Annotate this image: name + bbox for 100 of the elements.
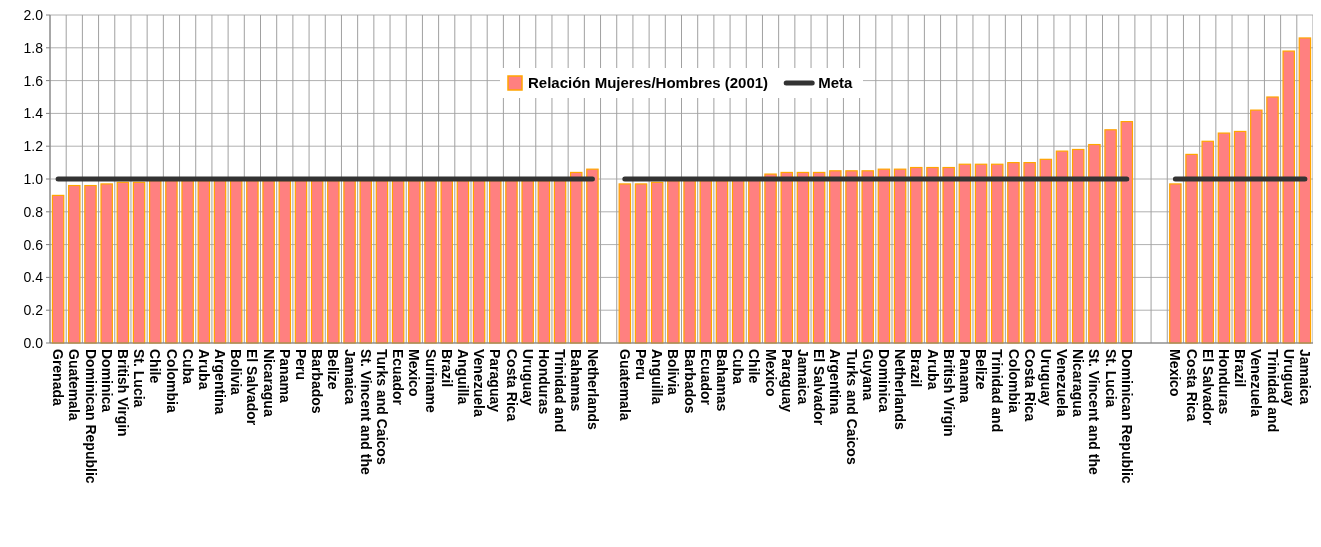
x-tick-label: Ecuador [697, 349, 714, 406]
x-tick-label: Cuba [730, 349, 747, 385]
bar [197, 180, 211, 344]
bar [699, 180, 713, 344]
x-tick-label: Honduras [535, 349, 552, 415]
bar [586, 168, 599, 344]
x-tick-label: Guatemala [616, 349, 633, 421]
x-tick-label: Aruba [924, 349, 941, 390]
bar [910, 166, 923, 344]
legend-label: Meta [818, 74, 854, 92]
bar [634, 183, 648, 344]
bar [569, 171, 583, 344]
y-tick-label: 0.0 [23, 334, 44, 351]
bar [521, 180, 534, 344]
bar [51, 194, 65, 344]
bar [618, 183, 632, 344]
bar [942, 166, 955, 344]
x-tick-label: Dominica [876, 349, 892, 413]
bar [958, 163, 972, 344]
bar [1169, 183, 1182, 344]
x-tick-label: British Virgin [114, 349, 131, 437]
bar [132, 181, 146, 344]
y-tick-label: 1.4 [23, 105, 44, 122]
bar [812, 171, 826, 344]
bar [181, 180, 194, 344]
x-tick-label: Brazil [908, 349, 925, 388]
bar [537, 180, 551, 344]
bar [1071, 148, 1085, 344]
bar [294, 180, 308, 344]
y-tick-label: 0.8 [23, 203, 44, 220]
x-tick-label: Honduras [1216, 349, 1233, 415]
bar [990, 163, 1004, 344]
x-tick-label: Uruguay [519, 349, 536, 406]
bar [278, 180, 292, 344]
bar [1120, 121, 1134, 344]
x-tick-label: Mexico [762, 349, 779, 397]
bar [84, 184, 97, 344]
x-tick-label: Argentina [827, 349, 844, 415]
x-tick-label: Guatemala [66, 349, 83, 421]
x-tick-label: Costa Rica [1183, 349, 1200, 422]
x-tick-label: Barbados [309, 349, 326, 414]
bar [764, 173, 777, 344]
x-tick-label: Aruba [195, 349, 212, 390]
y-tick-label: 1.6 [23, 72, 44, 89]
x-tick-label: Turks and Caicos [374, 349, 391, 465]
bar [262, 180, 275, 344]
bar [893, 168, 907, 344]
x-tick-label: Brazil [438, 349, 455, 388]
x-tick-label: Anguilla [649, 349, 666, 405]
bar [440, 180, 453, 344]
bar [877, 168, 891, 344]
bar [1055, 150, 1069, 344]
bar [359, 180, 373, 344]
y-tick-label: 0.6 [23, 236, 44, 253]
x-tick-label: Uruguay [1280, 349, 1297, 406]
bar [116, 181, 130, 344]
bar [683, 180, 696, 344]
x-tick-label: Cuba [179, 349, 196, 385]
x-tick-label: Nicaragua [260, 349, 277, 417]
bar [974, 163, 988, 344]
x-tick-label: Bahamas [568, 349, 585, 412]
x-tick-label: Chile [746, 349, 763, 384]
y-tick-label: 1.0 [23, 170, 44, 187]
x-tick-label: Ecuador [390, 349, 407, 406]
bar [1201, 140, 1215, 344]
bar [310, 180, 324, 344]
x-tick-label: Suriname [422, 349, 439, 414]
bar [796, 171, 810, 344]
x-tick-label: Mexico [406, 349, 423, 397]
x-tick-label: Argentina [212, 349, 229, 415]
bar [229, 180, 243, 344]
bar [246, 180, 259, 344]
bar [1104, 129, 1117, 344]
x-tick-label: Jamaica [1297, 349, 1313, 405]
bar [845, 170, 858, 344]
bar [1282, 50, 1295, 344]
x-tick-label: Trinidad and [989, 349, 1006, 433]
x-tick-label: Dominica [98, 349, 115, 413]
x-tick-label: Belize [325, 349, 342, 390]
x-tick-label: Peru [633, 349, 650, 381]
bar [343, 180, 356, 344]
x-tick-label: Mexico [1167, 349, 1184, 397]
bar [667, 180, 680, 344]
bar [1266, 96, 1279, 344]
x-tick-label: Netherlands [892, 349, 909, 431]
bar [213, 180, 227, 344]
x-tick-label: Nicaragua [1070, 349, 1087, 417]
x-tick-label: El Salvador [1199, 349, 1216, 426]
x-tick-label: Turks and Caicos [843, 349, 860, 465]
bar [424, 180, 437, 344]
y-tick-label: 1.8 [23, 39, 44, 56]
bar [1007, 162, 1020, 344]
bar [926, 166, 939, 344]
x-tick-label: Guyana [859, 349, 876, 401]
x-tick-label: Bolivia [665, 349, 682, 396]
x-tick-label: Colombia [163, 349, 180, 413]
bar [505, 180, 518, 344]
bar [1185, 153, 1198, 344]
x-tick-label: St. Vincent and the [357, 349, 374, 475]
bar [650, 181, 664, 344]
